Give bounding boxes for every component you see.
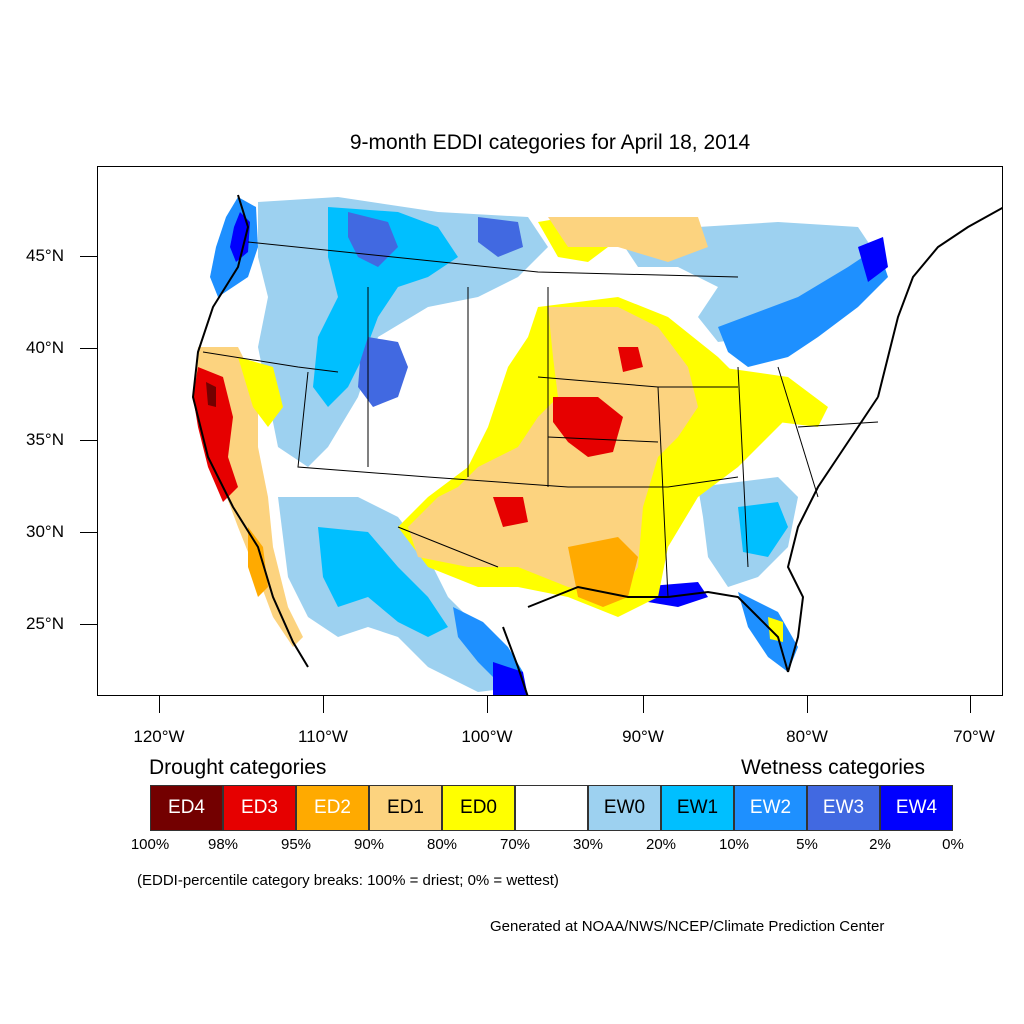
eddi-map xyxy=(97,166,1003,696)
state-boundary-lines xyxy=(202,241,879,598)
credit-line: Generated at NOAA/NWS/NCEP/Climate Predi… xyxy=(490,918,885,935)
lat-tick xyxy=(80,348,97,349)
percentile-break-label: 80% xyxy=(426,836,458,853)
lon-tick xyxy=(970,696,971,713)
percentile-break-label: 98% xyxy=(207,836,239,853)
lon-label-80w: 80°W xyxy=(786,727,828,746)
drought-categories-heading: Drought categories xyxy=(149,756,327,779)
lon-tick xyxy=(487,696,488,713)
lat-label-45n: 45°N xyxy=(26,246,64,265)
lon-label-120w: 120°W xyxy=(133,727,185,746)
percentile-break-label: 20% xyxy=(645,836,677,853)
lon-tick xyxy=(807,696,808,713)
lon-label-100w: 100°W xyxy=(461,727,513,746)
lon-label-90w: 90°W xyxy=(622,727,664,746)
lon-tick xyxy=(643,696,644,713)
lat-tick xyxy=(80,532,97,533)
lat-tick xyxy=(80,440,97,441)
lat-label-30n: 30°N xyxy=(26,522,64,541)
lon-tick xyxy=(323,696,324,713)
legend-box-ed1: ED1 xyxy=(369,785,442,831)
lat-label-40n: 40°N xyxy=(26,338,64,357)
us-map-svg xyxy=(191,194,1002,695)
percentile-break-label: 5% xyxy=(796,836,818,853)
category-break-note: (EDDI-percentile category breaks: 100% =… xyxy=(137,872,559,889)
percentile-break-label: 10% xyxy=(718,836,750,853)
percentile-break-label: 90% xyxy=(353,836,385,853)
legend-box-ew3: EW3 xyxy=(807,785,880,831)
category-legend-bar: ED4 ED3 ED2 ED1 ED0 EW0 EW1 EW2 EW3 EW4 xyxy=(150,785,953,831)
lat-tick xyxy=(80,624,97,625)
legend-box-ew4: EW4 xyxy=(880,785,953,831)
legend-box-ed3: ED3 xyxy=(223,785,296,831)
legend-box-ed4: ED4 xyxy=(150,785,223,831)
legend-box-ed2: ED2 xyxy=(296,785,369,831)
map-title: 9-month EDDI categories for April 18, 20… xyxy=(349,131,751,154)
legend-box-ew1: EW1 xyxy=(661,785,734,831)
coastline-lines xyxy=(191,194,1002,695)
percentile-break-label: 2% xyxy=(869,836,891,853)
lat-label-25n: 25°N xyxy=(26,614,64,633)
percentile-break-label: 100% xyxy=(130,836,170,853)
lat-tick xyxy=(80,256,97,257)
percentile-break-label: 30% xyxy=(572,836,604,853)
lon-tick xyxy=(159,696,160,713)
percentile-break-label: 95% xyxy=(280,836,312,853)
lat-label-35n: 35°N xyxy=(26,430,64,449)
legend-box-neutral xyxy=(515,785,588,831)
wetness-categories-heading: Wetness categories xyxy=(741,756,926,779)
legend-box-ew0: EW0 xyxy=(588,785,661,831)
lon-label-110w: 110°W xyxy=(298,727,348,746)
percentile-break-label: 70% xyxy=(499,836,531,853)
percentile-break-label: 0% xyxy=(942,836,964,853)
legend-box-ew2: EW2 xyxy=(734,785,807,831)
lon-label-70w: 70°W xyxy=(953,727,995,746)
legend-box-ed0: ED0 xyxy=(442,785,515,831)
